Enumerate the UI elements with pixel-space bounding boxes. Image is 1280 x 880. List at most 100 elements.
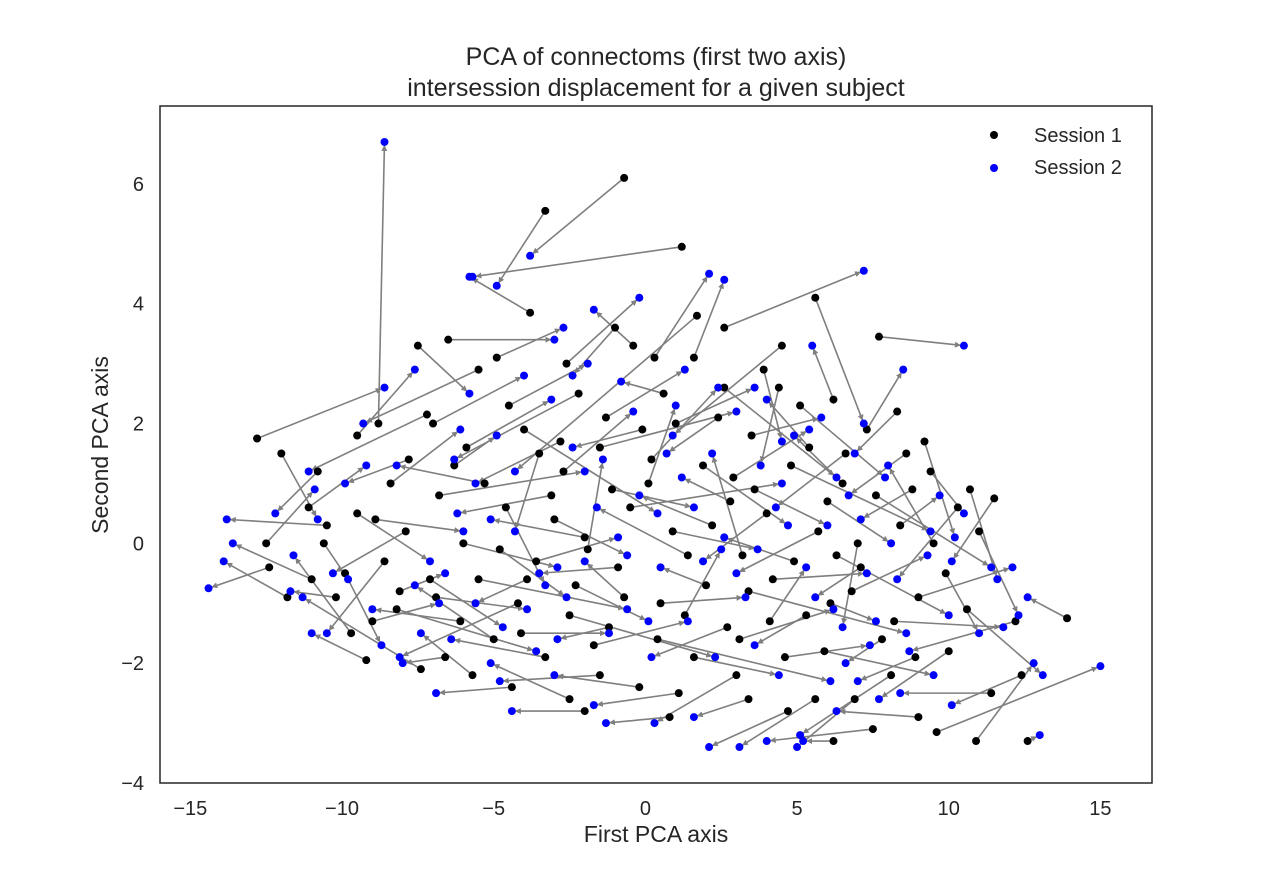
session-1-point bbox=[604, 623, 613, 632]
session-1-point bbox=[638, 425, 647, 434]
session-2-point bbox=[829, 605, 838, 614]
session-1-point bbox=[565, 695, 574, 704]
session-1-point bbox=[492, 353, 501, 362]
session-2-point bbox=[362, 461, 371, 470]
session-2-point bbox=[322, 629, 331, 638]
session-2-point bbox=[677, 473, 686, 482]
session-1-point bbox=[635, 683, 644, 692]
session-2-point bbox=[705, 743, 714, 752]
session-1-point bbox=[392, 605, 401, 614]
displacement-arrow bbox=[554, 518, 625, 555]
session-1-point bbox=[720, 383, 729, 392]
session-2-point bbox=[486, 659, 495, 668]
session-2-point bbox=[662, 449, 671, 458]
displacement-arrow bbox=[684, 478, 731, 503]
session-1-point bbox=[1011, 617, 1020, 626]
session-1-point bbox=[253, 434, 262, 443]
session-1-point bbox=[547, 491, 556, 500]
displacement-arrow bbox=[514, 453, 540, 529]
session-1-point bbox=[480, 479, 489, 488]
session-2-point bbox=[344, 575, 353, 584]
displacement-arrow bbox=[881, 650, 950, 698]
session-1-point bbox=[683, 551, 692, 560]
session-1-point bbox=[362, 656, 371, 665]
session-1-point bbox=[422, 410, 431, 419]
displacement-arrow bbox=[856, 410, 898, 452]
displacement-arrow bbox=[560, 626, 610, 641]
session-1-point bbox=[507, 683, 516, 692]
session-2-point bbox=[850, 449, 859, 458]
displacement-arrow bbox=[599, 410, 734, 449]
session-2-point bbox=[999, 623, 1008, 632]
displacement-arrow bbox=[377, 144, 388, 424]
session-1-point bbox=[902, 449, 911, 458]
session-1-point bbox=[629, 341, 638, 350]
session-2-point bbox=[893, 575, 902, 584]
displacement-arrow bbox=[478, 578, 528, 603]
displacement-arrow bbox=[335, 530, 407, 573]
session-2-point bbox=[553, 635, 562, 644]
session-2-point bbox=[647, 653, 656, 662]
session-2-point bbox=[756, 461, 765, 470]
session-1-point bbox=[738, 551, 747, 560]
displacement-arrow bbox=[596, 692, 679, 707]
session-1-point bbox=[929, 539, 938, 548]
displacement-arrow bbox=[314, 634, 367, 661]
displacement-arrow bbox=[478, 578, 625, 611]
displacement-arrow bbox=[790, 464, 928, 531]
displacement-arrow bbox=[899, 497, 938, 527]
session-1-point bbox=[277, 449, 286, 458]
x-axis-ticks: −15 −10 −5 0 5 10 15 bbox=[173, 798, 1111, 820]
session-1-point bbox=[871, 491, 880, 500]
session-2-point bbox=[601, 719, 610, 728]
session-2-point bbox=[680, 365, 689, 374]
session-2-point bbox=[617, 377, 626, 386]
session-1-point bbox=[468, 671, 477, 680]
session-2-point bbox=[959, 341, 968, 350]
session-2-point bbox=[826, 677, 835, 686]
session-1-point bbox=[823, 497, 832, 506]
session-2-point bbox=[689, 713, 698, 722]
session-2-point bbox=[762, 737, 771, 746]
displacement-arrow bbox=[229, 516, 327, 527]
displacement-arrow bbox=[562, 413, 631, 473]
y-tick-label: 4 bbox=[133, 294, 144, 316]
session-1-point bbox=[313, 467, 322, 476]
session-2-point bbox=[629, 407, 638, 416]
session-2-point bbox=[720, 275, 729, 284]
displacement-arrow bbox=[532, 177, 625, 254]
session-2-point bbox=[589, 701, 598, 710]
session-2-point bbox=[905, 647, 914, 656]
session-2-point bbox=[796, 731, 805, 740]
session-2-point bbox=[456, 425, 465, 434]
session-1-point bbox=[495, 545, 504, 554]
session-2-point bbox=[492, 431, 501, 440]
session-1-point bbox=[353, 509, 362, 518]
displacement-arrow bbox=[466, 400, 549, 449]
session-1-point bbox=[862, 425, 871, 434]
displacement-arrow bbox=[399, 573, 443, 593]
session-2-point bbox=[453, 509, 462, 518]
displacement-arrow bbox=[499, 548, 565, 596]
session-2-point bbox=[899, 365, 908, 374]
y-tick-label: 6 bbox=[133, 174, 144, 196]
session-2-point bbox=[947, 701, 956, 710]
session-1-point bbox=[762, 509, 771, 518]
displacement-arrow bbox=[647, 408, 676, 484]
legend-marker-session-2 bbox=[990, 164, 998, 172]
displacement-arrow bbox=[953, 497, 995, 559]
session-2-point bbox=[1096, 662, 1105, 671]
session-1-point bbox=[805, 443, 814, 452]
session-1-point bbox=[768, 575, 777, 584]
session-1-point bbox=[850, 695, 859, 704]
y-tick-label: −2 bbox=[121, 653, 144, 675]
displacement-arrow bbox=[611, 488, 691, 509]
displacement-arrow bbox=[966, 608, 1041, 674]
session-2-point bbox=[711, 653, 720, 662]
displacement-arrow bbox=[723, 271, 862, 329]
session-1-point bbox=[814, 527, 823, 536]
session-2-point bbox=[708, 449, 717, 458]
session-2-point bbox=[398, 659, 407, 668]
displacement-arrow bbox=[830, 602, 874, 621]
